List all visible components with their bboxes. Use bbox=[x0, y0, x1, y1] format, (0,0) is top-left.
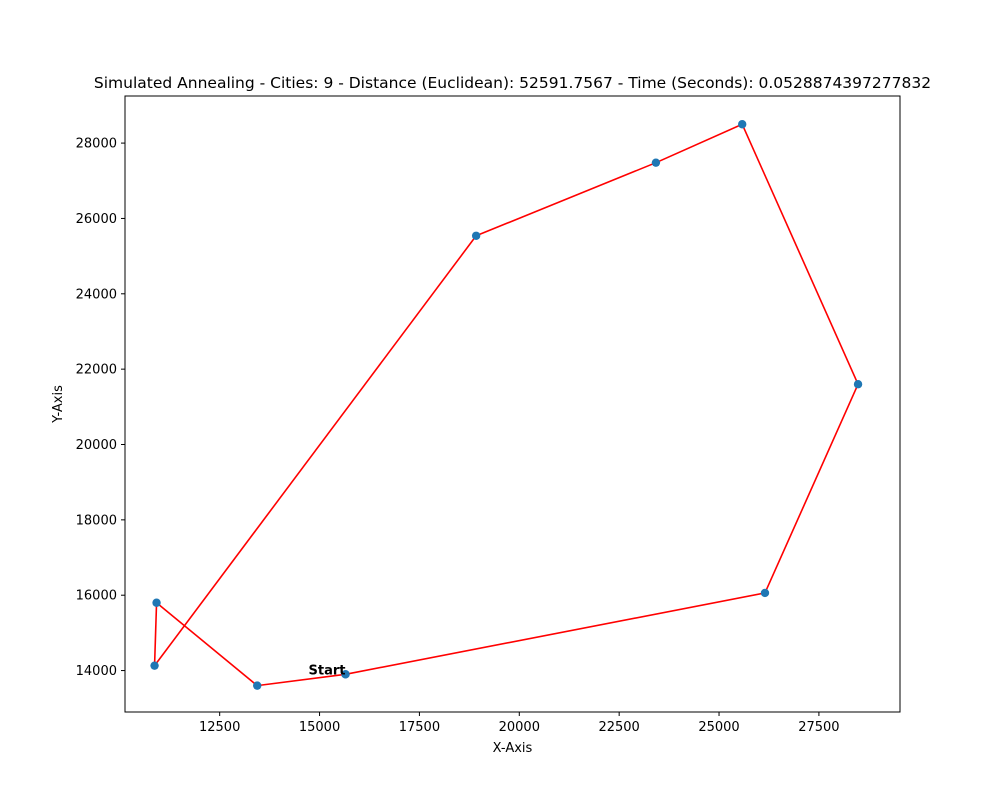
x-axis-label: X-Axis bbox=[493, 741, 533, 756]
city-point bbox=[341, 670, 350, 679]
city-points bbox=[150, 120, 863, 690]
x-tick-label: 27500 bbox=[798, 720, 839, 735]
x-tick-label: 17500 bbox=[399, 720, 440, 735]
city-point bbox=[471, 231, 481, 240]
y-ticks: 14000 16000 18000 20000 22000 24000 26000 28000 bbox=[76, 137, 125, 679]
y-tick-label: 22000 bbox=[76, 363, 117, 378]
route-lines bbox=[153, 123, 859, 687]
y-tick-label: 16000 bbox=[76, 589, 117, 604]
y-tick-label: 28000 bbox=[76, 137, 117, 152]
route-segment bbox=[764, 383, 859, 594]
y-axis-label: Y-Axis bbox=[51, 385, 66, 424]
x-tick-label: 25000 bbox=[698, 720, 739, 735]
city-point bbox=[152, 598, 161, 607]
x-tick-label: 22500 bbox=[598, 720, 639, 735]
plot-frame bbox=[124, 95, 901, 713]
route-segment bbox=[257, 673, 346, 687]
x-tick-label: 12500 bbox=[199, 720, 240, 735]
x-tick-label: 15000 bbox=[299, 720, 340, 735]
city-point bbox=[760, 588, 770, 598]
annotations: Start bbox=[309, 663, 346, 678]
route-segment bbox=[156, 602, 258, 687]
city-point bbox=[651, 158, 661, 167]
y-tick-label: 24000 bbox=[76, 287, 117, 302]
route-segment bbox=[741, 123, 859, 385]
route-segment bbox=[345, 592, 766, 676]
city-point bbox=[738, 120, 747, 129]
route-segment bbox=[153, 602, 158, 666]
y-tick-label: 26000 bbox=[76, 212, 117, 227]
x-ticks: 12500 15000 17500 20000 22500 25000 27500 bbox=[199, 712, 840, 735]
y-tick-label: 14000 bbox=[76, 664, 117, 679]
start-annotation: Start bbox=[309, 663, 346, 678]
route-segment bbox=[655, 123, 743, 164]
route-segment bbox=[153, 235, 477, 667]
city-point bbox=[253, 681, 262, 690]
y-tick-label: 20000 bbox=[76, 438, 117, 453]
x-tick-label: 20000 bbox=[499, 720, 540, 735]
chart-title: Simulated Annealing - Cities: 9 - Distan… bbox=[94, 74, 931, 92]
city-point bbox=[150, 661, 159, 670]
route-segment bbox=[475, 161, 657, 237]
city-point bbox=[853, 380, 863, 389]
y-tick-label: 18000 bbox=[76, 513, 117, 528]
